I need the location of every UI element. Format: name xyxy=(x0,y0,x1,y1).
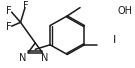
Text: F: F xyxy=(23,1,29,11)
Text: N: N xyxy=(41,53,49,63)
Text: N: N xyxy=(19,53,27,63)
Text: I: I xyxy=(113,35,117,45)
Text: F: F xyxy=(6,6,11,16)
Text: OH: OH xyxy=(117,6,132,16)
Text: F: F xyxy=(6,23,11,33)
